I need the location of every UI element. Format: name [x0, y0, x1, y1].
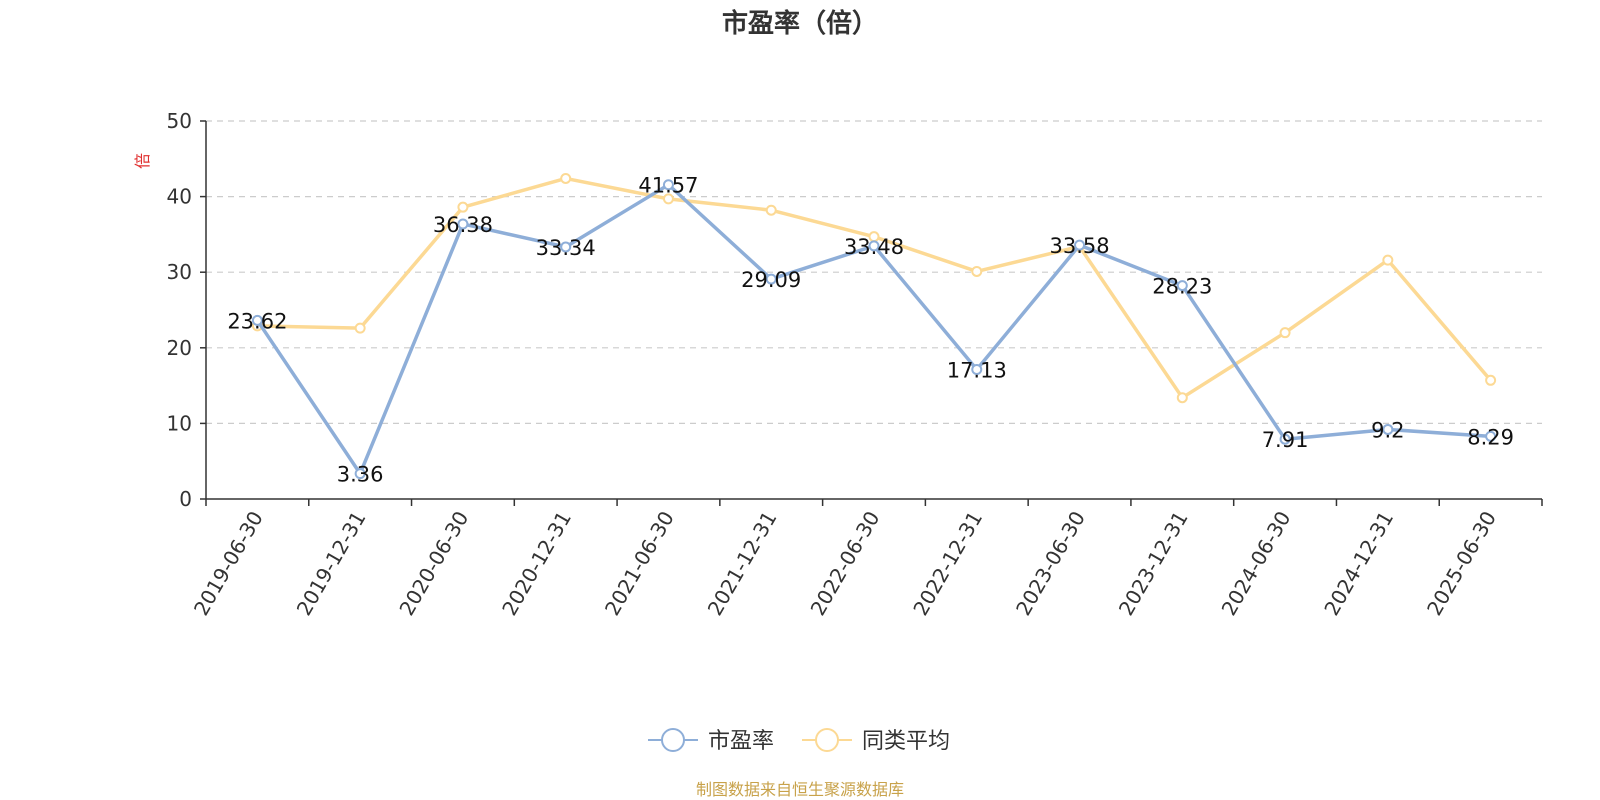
data-label-7: 17.13	[947, 358, 1007, 382]
legend-item-pe[interactable]: 市盈率	[648, 728, 774, 754]
x-tick-label-2021-12-31: 2021-12-31	[703, 507, 782, 620]
y-tick-label-40: 40	[167, 185, 192, 209]
legend-pe-label: 市盈率	[708, 729, 774, 754]
legend: 市盈率 同类平均	[648, 728, 950, 754]
legend-item-peer-average[interactable]: 同类平均	[802, 728, 950, 754]
series-1-point-5[interactable]	[765, 204, 777, 216]
x-tick-label-2020-12-31: 2020-12-31	[497, 507, 576, 620]
y-tick-label-30: 30	[167, 260, 192, 284]
y-tick-label-10: 10	[167, 411, 192, 435]
legend-avg-circle-icon	[815, 728, 839, 752]
data-label-10: 7.91	[1262, 428, 1309, 452]
x-tick-label-2020-06-30: 2020-06-30	[394, 507, 473, 620]
x-tick-label-2024-06-30: 2024-06-30	[1217, 507, 1296, 620]
y-axis-unit-label: 倍	[133, 153, 152, 169]
series-0-point-3[interactable]	[560, 241, 572, 253]
series-1-point-3[interactable]	[560, 172, 572, 184]
series-0-point-12[interactable]	[1485, 430, 1497, 442]
data-label-11: 9.2	[1371, 418, 1404, 442]
data-source-note: 制图数据来自恒生聚源数据库	[696, 780, 904, 799]
axes: 0 10 20 30 40 50 2019-06-30 2019-12-31 2020-06-3…	[167, 109, 1543, 620]
series-1-point-2[interactable]	[457, 201, 469, 213]
x-tick-label-2022-06-30: 2022-06-30	[805, 507, 884, 620]
series-0-point-10[interactable]	[1279, 433, 1291, 445]
y-tick-label-50: 50	[167, 109, 192, 133]
data-label-3: 33.34	[536, 236, 596, 260]
series-0-point-0[interactable]	[251, 314, 263, 326]
series-1-point-12[interactable]	[1485, 374, 1497, 386]
y-tick-label-20: 20	[167, 336, 192, 360]
data-label-0: 23.62	[227, 309, 287, 333]
series-0-point-9[interactable]	[1176, 280, 1188, 292]
data-label-8: 33.58	[1049, 234, 1109, 258]
data-label-9: 28.23	[1152, 275, 1212, 299]
grid-lines	[206, 120, 1542, 424]
series-1-point-1[interactable]	[354, 322, 366, 334]
series-0-point-1[interactable]	[354, 468, 366, 480]
data-label-6: 33.48	[844, 235, 904, 259]
series-1-point-7[interactable]	[971, 265, 983, 277]
series-0-point-2[interactable]	[457, 218, 469, 230]
series-1-point-10[interactable]	[1279, 327, 1291, 339]
series-1-point-11[interactable]	[1382, 254, 1394, 266]
y-tick-label-0: 0	[179, 487, 192, 511]
x-tick-label-2023-12-31: 2023-12-31	[1114, 507, 1193, 620]
series-0-point-6[interactable]	[868, 240, 880, 252]
data-label-2: 36.38	[433, 213, 493, 237]
series-0-point-8[interactable]	[1074, 239, 1086, 251]
x-tick-label-2024-12-31: 2024-12-31	[1319, 507, 1398, 620]
data-label-5: 29.09	[741, 268, 801, 292]
x-tick-label-2019-06-30: 2019-06-30	[189, 507, 268, 620]
series-0-point-5[interactable]	[765, 273, 777, 285]
x-tick-label-2021-06-30: 2021-06-30	[600, 507, 679, 620]
series-0-point-11[interactable]	[1382, 423, 1394, 435]
series-0-point-4[interactable]	[662, 179, 674, 191]
series-1-point-4[interactable]	[662, 193, 674, 205]
series-lines	[251, 172, 1497, 480]
data-label-12: 8.29	[1467, 425, 1514, 449]
series-0-point-7[interactable]	[971, 363, 983, 375]
x-tick-label-2019-12-31: 2019-12-31	[292, 507, 371, 620]
series-line-1	[257, 176, 1492, 400]
data-label-1: 3.36	[337, 463, 384, 487]
legend-pe-circle-icon	[661, 728, 685, 752]
data-label-4: 41.57	[638, 174, 698, 198]
x-tick-label-2023-06-30: 2023-06-30	[1011, 507, 1090, 620]
x-tick-label-2022-12-31: 2022-12-31	[908, 507, 987, 620]
legend-avg-label: 同类平均	[862, 729, 950, 754]
data-labels: 23.62 3.36 36.38 33.34 41.57 29.09 33.48 17.13 3…	[227, 174, 1514, 487]
x-tick-label-2025-06-30: 2025-06-30	[1422, 507, 1501, 620]
chart-title: 市盈率（倍）	[722, 8, 878, 39]
series-1-point-9[interactable]	[1176, 392, 1188, 404]
